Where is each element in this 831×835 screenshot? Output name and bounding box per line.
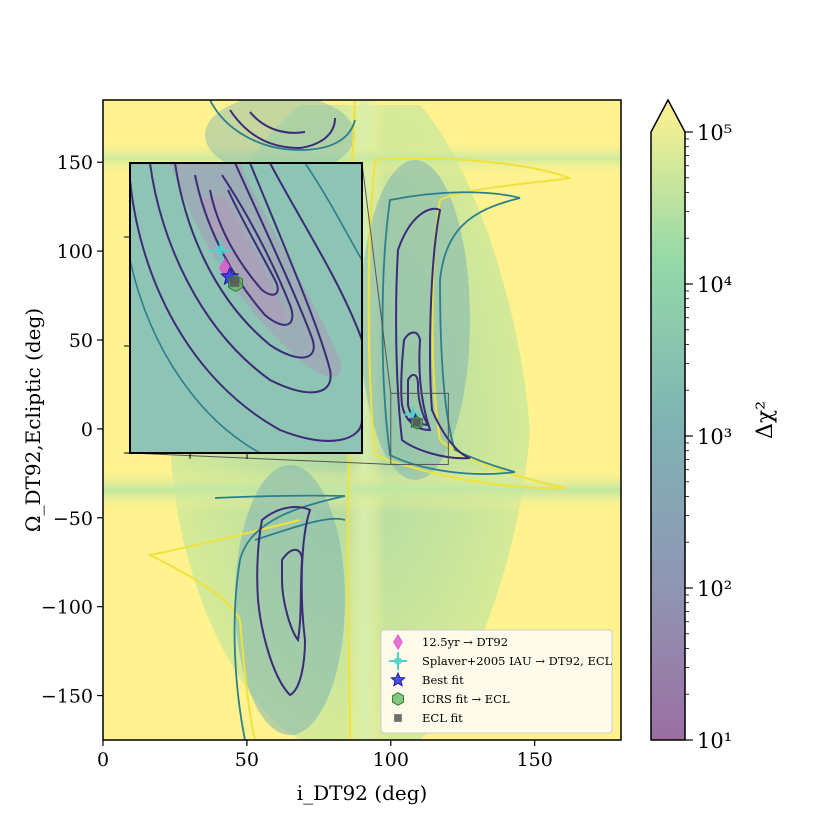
zoom-region bbox=[390, 392, 449, 465]
colorbar-ticks: 10¹ 10² 10³ 10⁴ 10⁵ bbox=[685, 121, 732, 753]
y-tick-label: 0 bbox=[81, 419, 93, 441]
inset-axes bbox=[124, 162, 363, 459]
inset-ticks bbox=[124, 236, 248, 459]
colorbar-tick-label: 10⁴ bbox=[697, 273, 732, 297]
inset-frame bbox=[129, 162, 363, 454]
y-tick-label: 50 bbox=[69, 330, 93, 352]
x-tick-label: 100 bbox=[373, 749, 409, 771]
x-tick-label: 0 bbox=[97, 749, 109, 771]
colorbar: 10¹ 10² 10³ 10⁴ 10⁵ Δχ² bbox=[650, 98, 778, 753]
colorbar-tick-label: 10² bbox=[697, 577, 732, 601]
y-tick-label: −50 bbox=[53, 508, 93, 530]
inset-point-cross bbox=[208, 238, 233, 262]
x-axis-label: i_DT92 (deg) bbox=[297, 781, 428, 805]
legend-marker-star bbox=[390, 671, 406, 687]
inset-connector-top bbox=[361, 162, 392, 394]
legend-label: Splaver+2005 IAU → DT92, ECL bbox=[422, 654, 613, 668]
colorbar-bar bbox=[650, 98, 686, 741]
inset-markers bbox=[208, 238, 244, 293]
y-tick-label: −100 bbox=[41, 597, 93, 619]
heatmap-valley-lower bbox=[235, 465, 345, 735]
x-tick-label: 50 bbox=[235, 749, 259, 771]
y-tick-label: −150 bbox=[41, 686, 93, 708]
heatmap-valley-top bbox=[205, 100, 355, 175]
y-axis-label: Ω_DT92,Ecliptic (deg) bbox=[21, 308, 45, 532]
colorbar-tick-label: 10¹ bbox=[697, 729, 732, 753]
colorbar-tick-label: 10³ bbox=[697, 425, 732, 449]
contour-teal bbox=[209, 100, 521, 740]
plot-frame bbox=[102, 99, 622, 741]
heatmap-horizontal-band bbox=[103, 468, 621, 512]
y-tick-label: 150 bbox=[57, 152, 93, 174]
legend-label: ICRS fit → ECL bbox=[422, 692, 510, 706]
legend-marker-diamond bbox=[393, 634, 403, 650]
y-axis: 150 100 50 0 −50 −100 −150 bbox=[41, 152, 103, 708]
legend-label: ECL fit bbox=[422, 711, 463, 725]
legend-label: 12.5yr → DT92 bbox=[422, 635, 508, 649]
data-point-square bbox=[412, 418, 421, 427]
legend-box bbox=[380, 629, 613, 734]
legend-marker-square bbox=[394, 714, 402, 722]
colorbar-label: Δχ² bbox=[753, 401, 778, 439]
main-markers bbox=[404, 405, 424, 430]
inset-contours-teal bbox=[130, 163, 362, 453]
x-tick-label: 150 bbox=[517, 749, 553, 771]
legend-marker-hexagon bbox=[392, 692, 404, 706]
legend: 12.5yr → DT92 Splaver+2005 IAU → DT92, EC… bbox=[380, 629, 613, 734]
inset-connector-bottom bbox=[129, 452, 391, 465]
legend-marker-cross bbox=[388, 651, 408, 671]
inset-contours-dark bbox=[130, 163, 362, 442]
heatmap-valley-upper bbox=[360, 160, 470, 480]
colorbar-tick-label: 10⁵ bbox=[697, 121, 732, 145]
contour-dark bbox=[229, 109, 471, 697]
x-axis: 0 50 100 150 bbox=[97, 740, 553, 771]
inset-point-square bbox=[229, 276, 240, 287]
y-tick-label: 100 bbox=[57, 241, 93, 263]
legend-label: Best fit bbox=[422, 673, 464, 687]
